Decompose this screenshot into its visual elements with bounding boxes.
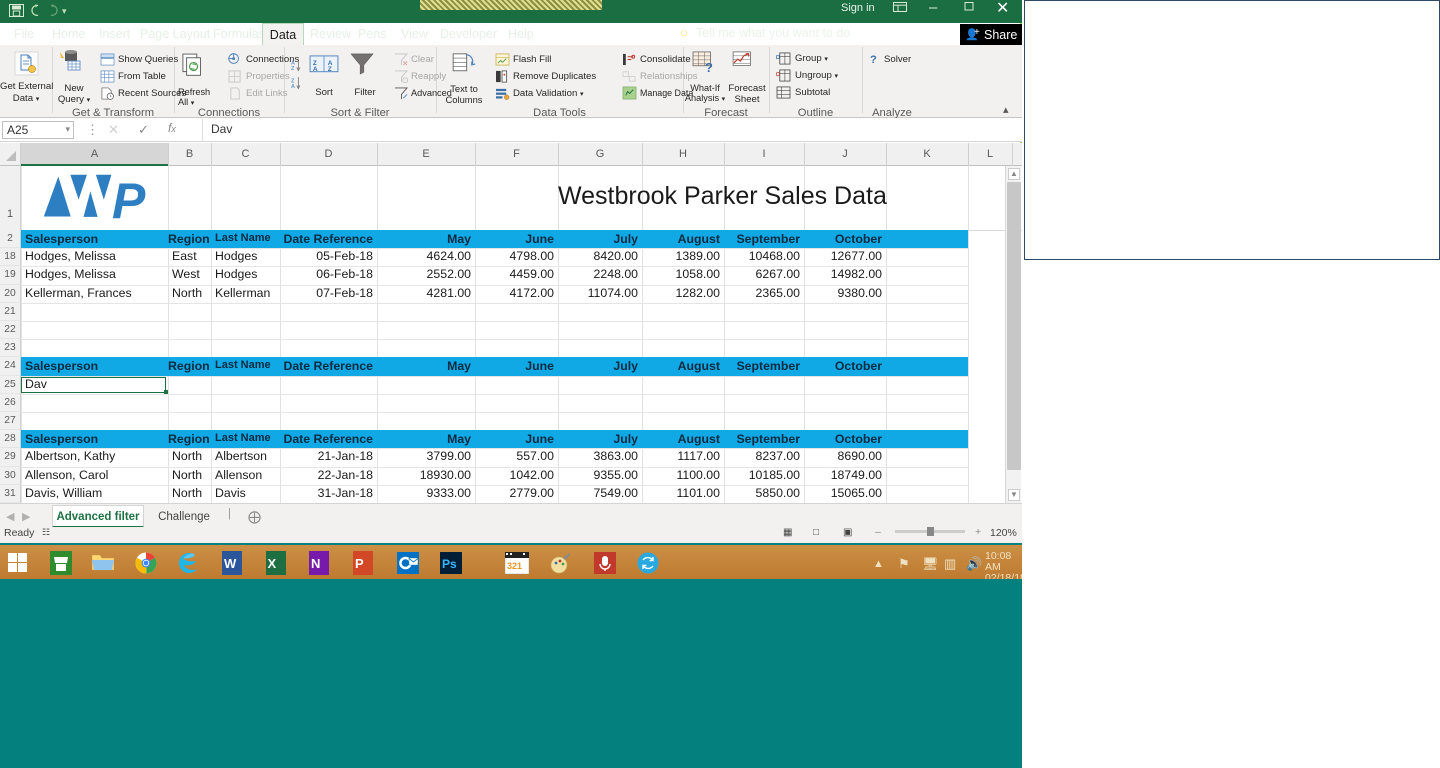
svg-text:A: A [313,66,318,73]
svg-text:X: X [268,556,277,571]
svg-text:?: ? [705,60,713,75]
svg-text:N: N [311,556,320,571]
svg-text:Z: Z [328,66,332,73]
svg-text:?: ? [870,54,877,66]
svg-text:A: A [291,84,295,90]
svg-text:321: 321 [507,561,522,571]
svg-text:P: P [112,173,146,227]
svg-text:Z: Z [291,66,295,72]
svg-text:Ps: Ps [442,557,457,571]
svg-text:W: W [224,556,237,571]
svg-text:P: P [355,556,364,571]
